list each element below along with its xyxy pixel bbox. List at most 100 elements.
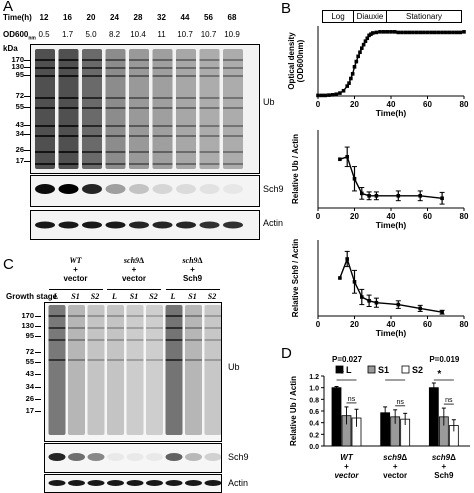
band [58, 184, 79, 194]
marker-tick [35, 387, 41, 388]
data-point [440, 196, 444, 201]
data-point [440, 310, 444, 314]
data-point [360, 191, 364, 196]
sch9-bands-c [48, 453, 221, 461]
lane-band [107, 339, 124, 341]
group-label-line1: sch9Δ [432, 453, 456, 462]
lane-band [152, 59, 173, 61]
lane-band [176, 163, 196, 165]
lane-band [107, 327, 124, 329]
lane-band [87, 339, 105, 341]
lane-band [129, 135, 149, 137]
panel-c-letter: C [3, 256, 14, 273]
group-label-line2: + [344, 462, 349, 471]
data-point [429, 30, 433, 35]
x-tick-label: 60 [423, 212, 432, 221]
data-point [378, 30, 382, 34]
band [68, 453, 85, 461]
group-label-line3: vector [334, 471, 359, 480]
delta-symbol: Δ [450, 453, 456, 462]
data-point [407, 30, 412, 35]
od-value: 10.7 [200, 30, 217, 39]
x-tick-label: 40 [387, 320, 396, 329]
group-name: sch9 [432, 453, 451, 462]
bar [428, 387, 439, 447]
lane-band [58, 135, 79, 137]
marker-tick [35, 374, 41, 375]
data-point [436, 30, 441, 35]
y-axis-label: Optical density [287, 32, 296, 90]
band [105, 184, 126, 194]
data-point [316, 93, 320, 98]
lane-band [199, 67, 220, 69]
strain-name-main: sch9 [182, 256, 198, 265]
y-axis-label: Relative Ub / Actin [289, 376, 298, 446]
data-point [360, 46, 364, 50]
time-value: 68 [227, 13, 237, 22]
ub-lanes-a [35, 49, 243, 169]
lane-band [58, 107, 79, 109]
band [35, 221, 55, 229]
marker-label: 43 [15, 120, 24, 129]
data-point [400, 30, 404, 35]
lane-band [165, 315, 183, 317]
strain-plus: + [131, 265, 137, 274]
data-point [327, 93, 331, 97]
lane-band [35, 97, 55, 99]
lane-band [105, 107, 126, 109]
lane-band [204, 339, 221, 341]
legend-swatch [335, 365, 344, 374]
data-point [454, 30, 459, 35]
stage-label: L [112, 292, 117, 301]
lane-band [68, 315, 85, 317]
time-label: Time(h) [3, 13, 32, 22]
lane-band [165, 327, 183, 329]
data-point [356, 54, 360, 59]
band [87, 453, 105, 461]
marker-label: 17 [25, 406, 34, 415]
data-point [458, 30, 463, 35]
data-point [334, 92, 339, 97]
lane-smear [223, 49, 243, 169]
data-point [365, 36, 370, 41]
lane-band [87, 327, 105, 329]
marker-tick [35, 326, 41, 327]
lane-band [82, 107, 102, 109]
data-point [369, 32, 373, 36]
lane-band [152, 125, 173, 127]
lane-band [105, 151, 126, 153]
lane-band [107, 359, 124, 361]
lane-band [176, 107, 196, 109]
data-point [396, 194, 401, 198]
data-point [396, 30, 401, 35]
data-point [374, 30, 379, 35]
lane-band [165, 359, 183, 361]
lane-band [48, 315, 66, 317]
marker-label: 170 [21, 311, 34, 320]
actin-blot-a [30, 210, 260, 240]
lane-band [146, 327, 163, 329]
data-point [347, 81, 351, 85]
band [165, 480, 183, 486]
marker-tick [24, 125, 30, 126]
actin-bands-a [35, 221, 243, 229]
lane-band [35, 135, 55, 137]
data-point [367, 194, 371, 198]
lane-band [146, 359, 163, 361]
group-name: sch9 [383, 453, 402, 462]
y-tick-label: 0.0 [309, 444, 319, 451]
lane-band [152, 67, 173, 69]
y-tick-label: 0.2 [309, 432, 319, 439]
ub-actin-chart: 0 20 40 60 80 Time(h) Relative Ub / Actin [291, 130, 469, 230]
lane-band [126, 327, 144, 329]
lane-band [176, 151, 196, 153]
group-label-line3: vector [383, 471, 407, 480]
lane-band [58, 163, 79, 165]
lane-band [146, 339, 163, 341]
lane-band [185, 315, 202, 317]
marker-label: 26 [15, 145, 24, 154]
marker-tick [24, 161, 30, 162]
y-tick-label: 1.0 [309, 386, 319, 393]
lane-smear [146, 305, 163, 435]
x-tick-label: 20 [350, 320, 359, 329]
